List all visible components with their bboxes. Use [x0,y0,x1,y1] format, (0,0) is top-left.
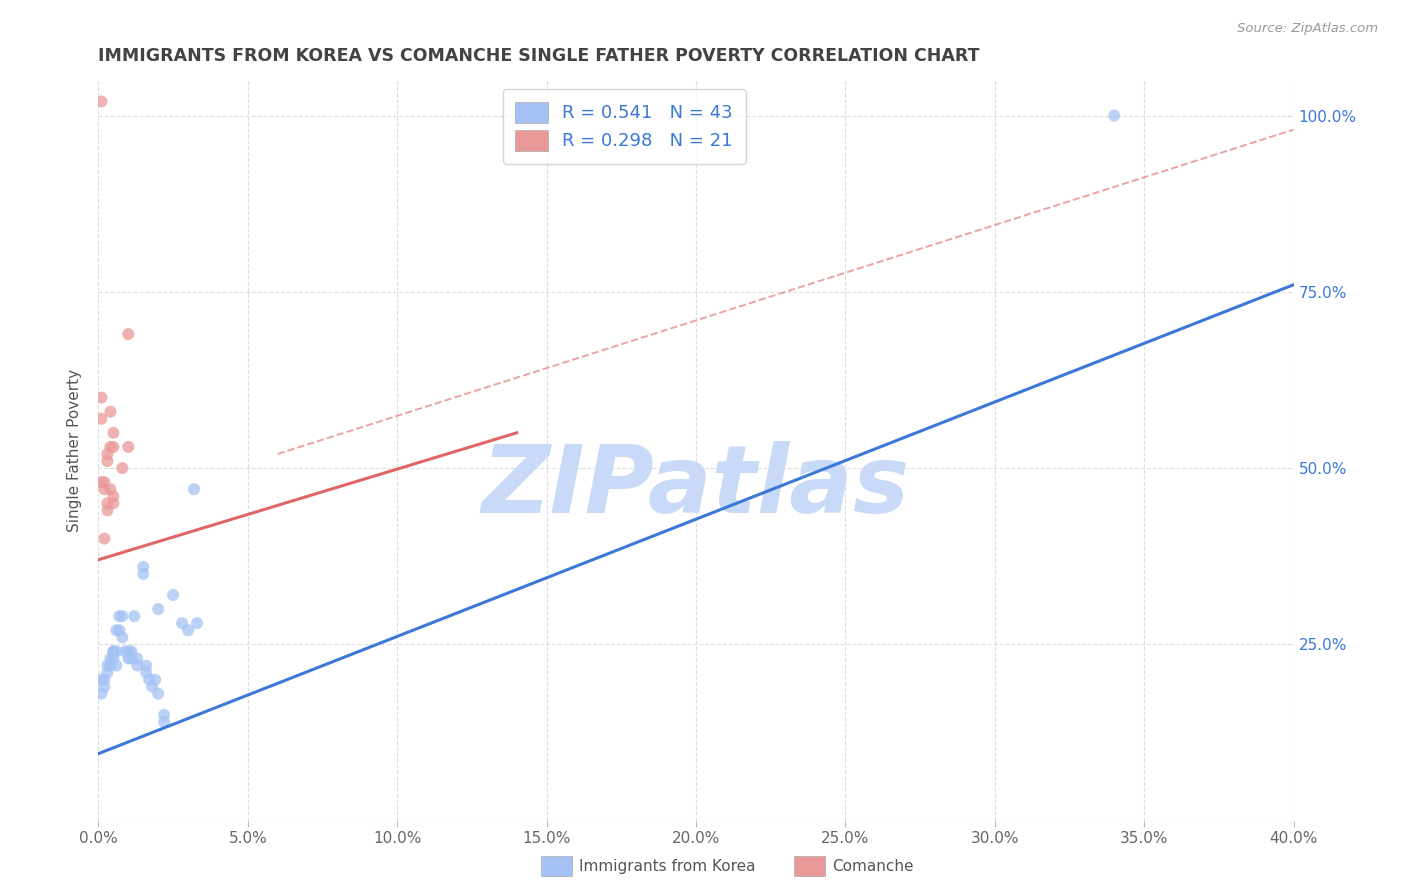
Point [172,616,194,631]
Point [111,630,134,644]
Point [103,496,125,510]
Y-axis label: Single Father Poverty: Single Father Poverty [67,369,83,532]
Point [96,658,118,673]
Point [177,624,200,638]
Point [103,644,125,658]
Point [103,489,125,503]
Point [162,588,184,602]
Point [124,609,146,624]
Point [114,644,136,658]
Point [96,447,118,461]
Point [132,559,155,574]
Point [103,651,125,665]
Point [108,624,131,638]
Point [90,673,112,687]
Point [186,616,208,631]
Point [153,714,176,729]
Point [93,475,115,490]
Point [90,475,112,490]
Point [148,687,170,701]
Point [105,644,128,658]
Point [117,327,139,342]
Point [111,461,134,475]
Point [111,609,134,624]
Point [1104,109,1126,123]
Point [90,687,112,701]
Point [90,391,112,405]
Point [105,658,128,673]
Point [138,673,160,687]
Text: Immigrants from Korea: Immigrants from Korea [579,859,756,873]
Text: ZIPatlas: ZIPatlas [482,442,910,533]
Point [148,602,170,616]
Point [153,707,176,722]
Point [90,411,112,425]
Point [143,673,166,687]
Point [93,680,115,694]
Point [127,651,149,665]
Point [96,454,118,468]
Point [93,532,115,546]
Point [98,405,122,419]
Point [117,644,139,658]
Point [117,651,139,665]
Point [132,566,155,581]
Point [183,482,205,496]
Point [120,644,142,658]
Text: IMMIGRANTS FROM KOREA VS COMANCHE SINGLE FATHER POVERTY CORRELATION CHART: IMMIGRANTS FROM KOREA VS COMANCHE SINGLE… [98,47,980,65]
Point [96,503,118,517]
Text: Source: ZipAtlas.com: Source: ZipAtlas.com [1237,22,1378,36]
Point [105,624,128,638]
Point [103,644,125,658]
Point [93,673,115,687]
Point [103,425,125,440]
Point [98,658,122,673]
Point [98,482,122,496]
Point [117,440,139,454]
Point [93,482,115,496]
Legend: R = 0.541   N = 43, R = 0.298   N = 21: R = 0.541 N = 43, R = 0.298 N = 21 [503,89,745,163]
Point [108,609,131,624]
Point [96,496,118,510]
Point [98,651,122,665]
Point [90,95,112,109]
Point [98,440,122,454]
Point [120,651,142,665]
Point [135,665,157,680]
Point [135,658,157,673]
Text: Comanche: Comanche [832,859,914,873]
Point [141,680,163,694]
Point [103,440,125,454]
Point [96,665,118,680]
Point [127,658,149,673]
